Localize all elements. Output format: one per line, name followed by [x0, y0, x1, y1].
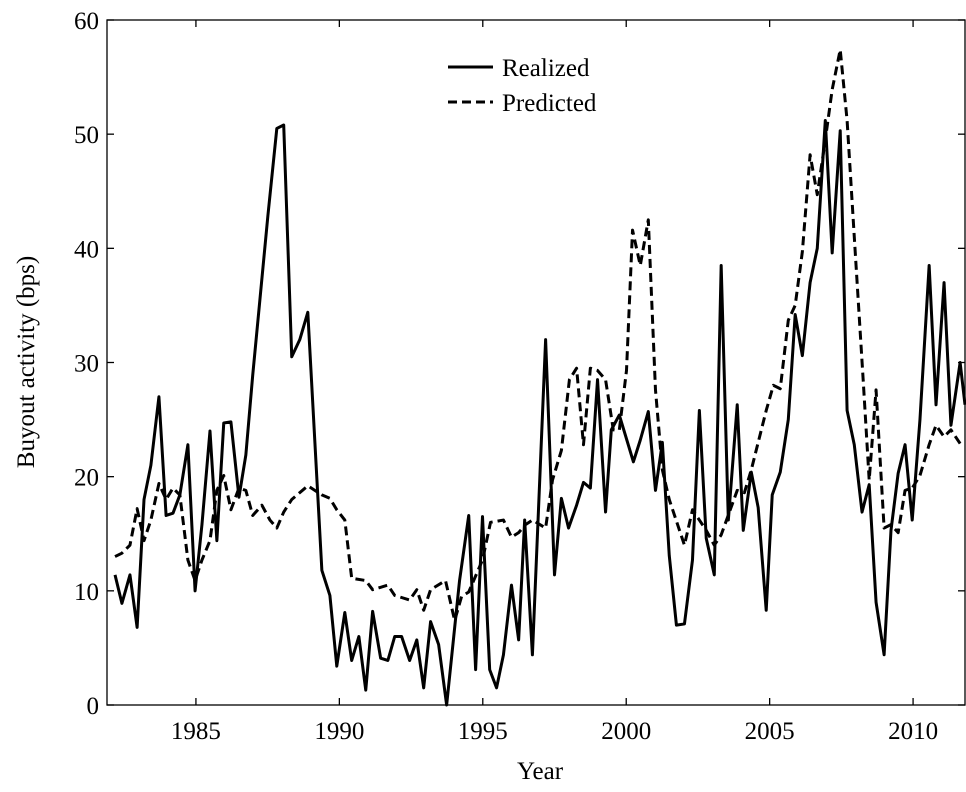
x-tick-label: 2010 [888, 718, 938, 745]
y-tick-label: 50 [74, 122, 99, 149]
x-tick-label: 1985 [171, 718, 221, 745]
x-tick-label: 2000 [601, 718, 651, 745]
y-tick-label: 10 [74, 579, 99, 606]
x-tick-label: 1995 [458, 718, 508, 745]
data-line [113, 118, 966, 707]
legend-label: Predicted [502, 90, 597, 117]
y-axis-label: Buyout activity (bps) [13, 256, 40, 468]
data-line [114, 48, 962, 623]
y-tick-label: 20 [74, 465, 99, 492]
x-tick-label: 2005 [745, 718, 795, 745]
x-tick-label: 1990 [314, 718, 364, 745]
legend-label: Realized [502, 55, 590, 82]
y-tick-label: 60 [74, 8, 99, 35]
y-tick-label: 40 [74, 236, 99, 263]
x-axis-label: Year [517, 758, 564, 785]
y-tick-label: 30 [74, 351, 99, 378]
y-tick-label: 0 [87, 693, 100, 720]
